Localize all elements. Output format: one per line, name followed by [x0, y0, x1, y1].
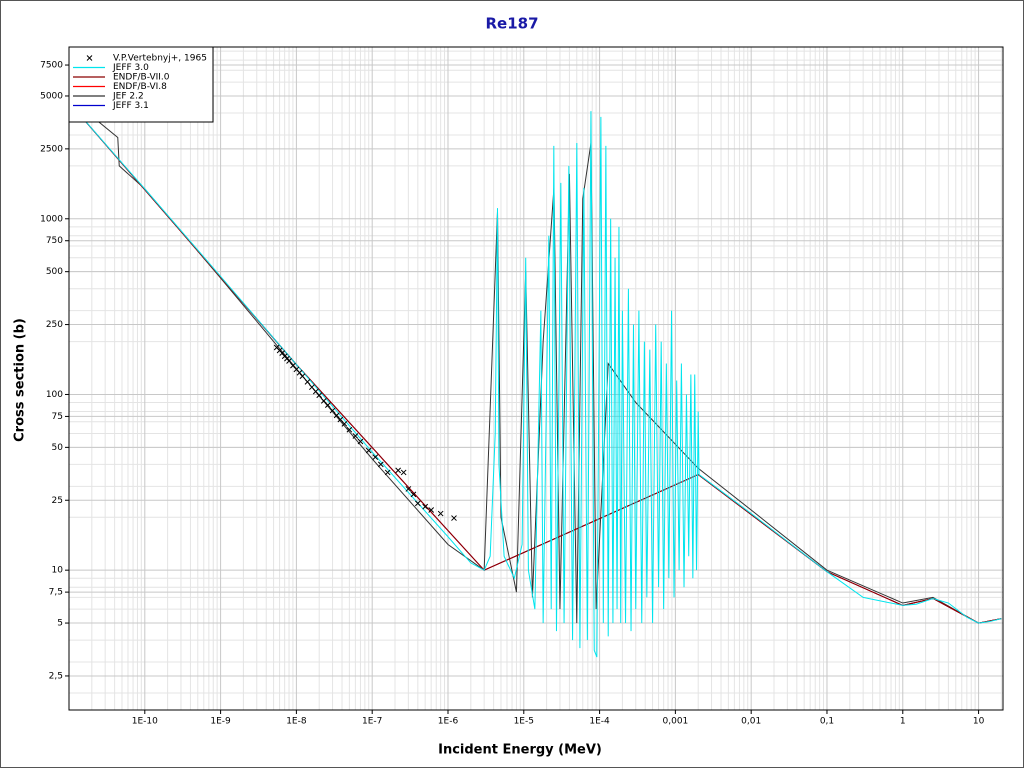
data-point [357, 438, 364, 445]
data-point [384, 469, 391, 476]
data-point [365, 447, 372, 454]
plot-area [74, 101, 1002, 658]
y-axis-label: Cross section (b) [13, 318, 28, 442]
y-tick-label: 100 [46, 390, 63, 400]
data-point [299, 373, 306, 380]
series-line [74, 108, 1002, 658]
legend-box [68, 46, 214, 123]
data-point [451, 515, 457, 521]
x-tick-label: 0,01 [741, 717, 761, 727]
data-point [377, 461, 384, 468]
legend-label: V.P.Vertebnyj+, 1965 [113, 54, 207, 64]
legend-label: JEFF 3.0 [112, 63, 149, 73]
data-point [410, 491, 417, 498]
y-tick-label: 50 [52, 443, 64, 453]
y-tick-label: 250 [46, 320, 63, 330]
x-axis-label: Incident Energy (MeV) [438, 743, 602, 758]
data-point [346, 426, 353, 433]
legend-label: JEF 2.2 [112, 92, 144, 102]
legend-label: JEFF 3.1 [112, 101, 149, 111]
data-point [286, 358, 292, 364]
grid [69, 47, 1003, 710]
data-point [352, 433, 359, 439]
data-point [395, 467, 402, 474]
x-tick-label: 1E-10 [132, 717, 158, 727]
x-tick-label: 1E-7 [362, 717, 382, 727]
plot-border [68, 46, 1004, 711]
data-point [437, 510, 444, 517]
legend-label: ENDF/B-VI.8 [113, 82, 167, 92]
y-tick-label: 10 [52, 566, 64, 576]
data-point [316, 392, 323, 399]
data-point [304, 378, 311, 385]
legend-label: ENDF/B-VII.0 [113, 73, 170, 83]
legend-marker [86, 55, 93, 61]
x-tick-label: 1E-6 [438, 717, 459, 727]
chart-title: Re187 [485, 15, 538, 33]
y-tick-label: 500 [46, 267, 63, 277]
data-point [372, 454, 379, 460]
data-point [337, 416, 344, 423]
data-point [341, 421, 348, 427]
y-tick-label: 5 [57, 619, 63, 629]
x-tick-label: 1E-5 [514, 717, 534, 727]
x-tick-label: 1E-9 [210, 717, 231, 727]
y-tick-label: 7500 [40, 61, 63, 71]
y-tick-label: 75 [52, 412, 63, 422]
x-tick-label: 0,1 [820, 717, 834, 727]
data-point [405, 486, 412, 492]
data-point [428, 507, 435, 513]
data-point [324, 402, 331, 408]
data-point [400, 469, 407, 476]
y-tick-label: 7,5 [49, 588, 63, 598]
y-tick-label: 25 [52, 496, 63, 506]
ticks: 1E-10 1E-9 1E-8 1E-7 1E-6 1E-5 1E-4 0,001 0,01 0,… [40, 61, 984, 727]
x-tick-label: 1 [900, 717, 906, 727]
data-point [414, 500, 421, 507]
y-tick-label: 750 [46, 236, 63, 246]
y-tick-label: 2500 [40, 144, 63, 154]
y-tick-label: 1000 [40, 214, 63, 224]
y-tick-label: 2,5 [49, 671, 63, 681]
x-tick-label: 1E-4 [589, 717, 610, 727]
x-tick-label: 0,001 [663, 717, 689, 727]
x-tick-label: 10 [973, 717, 985, 727]
y-tick-label: 5000 [40, 91, 63, 101]
data-point [279, 350, 286, 356]
data-point [422, 503, 429, 510]
data-point [329, 407, 336, 414]
x-tick-label: 1E-8 [286, 717, 307, 727]
